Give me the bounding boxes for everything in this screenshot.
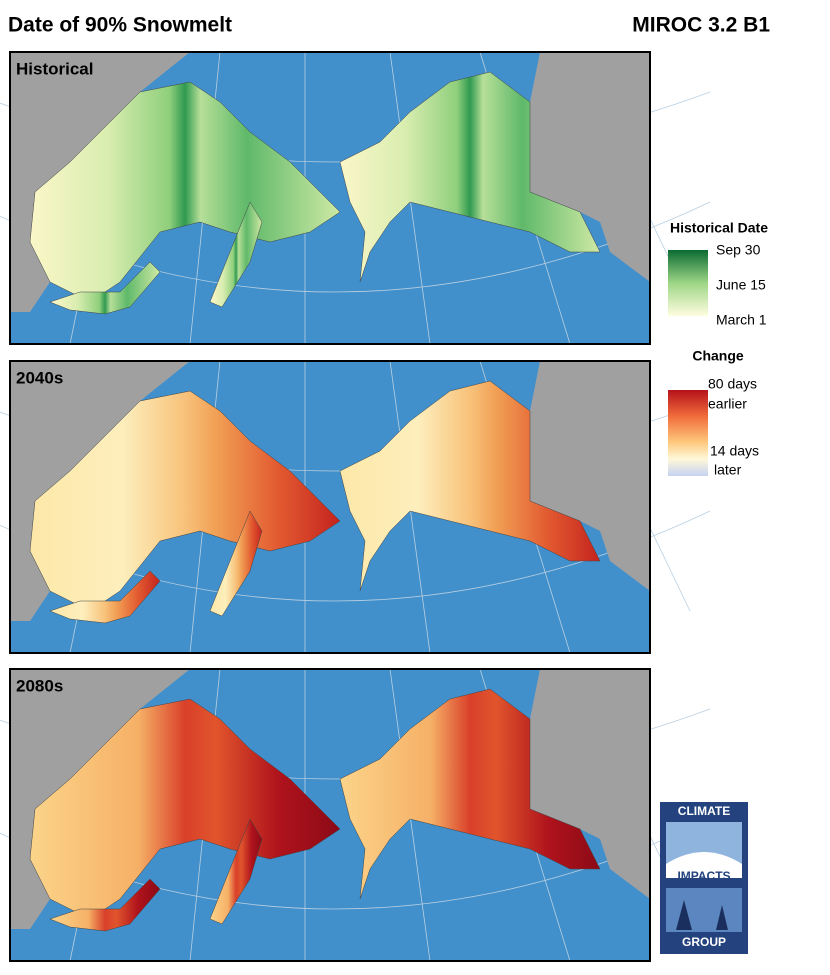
legend-label: 14 days <box>710 443 759 459</box>
legend-change: Change 80 days earlier 14 days later <box>668 348 759 478</box>
legend-historical: Historical Date Sep 30 June 15 March 1 <box>668 220 768 328</box>
map-panel: 2040s <box>0 360 711 654</box>
logo-text: IMPACTS <box>677 869 730 883</box>
legend-label: June 15 <box>716 277 766 293</box>
title: Date of 90% Snowmelt <box>8 14 232 37</box>
legend-label: Sep 30 <box>716 242 761 258</box>
legend-label: later <box>714 462 742 478</box>
legend-title: Historical Date <box>670 220 768 236</box>
panel-label: 2040s <box>16 368 63 387</box>
map-panel: Historical <box>0 51 711 345</box>
logo-text: CLIMATE <box>678 804 730 818</box>
legend-title: Change <box>692 348 744 364</box>
color-bar <box>668 250 708 316</box>
legend-label: March 1 <box>716 312 767 328</box>
logo: CLIMATE IMPACTS GROUP <box>660 802 748 954</box>
logo-text: GROUP <box>682 935 726 949</box>
legend-label: 80 days <box>708 376 757 392</box>
model-name: MIROC 3.2 B1 <box>632 14 770 37</box>
map-panel: 2080s <box>0 668 711 962</box>
legend-label: earlier <box>708 396 747 412</box>
color-bar <box>668 390 708 476</box>
panel-label: 2080s <box>16 676 63 695</box>
panel-label: Historical <box>16 59 93 78</box>
